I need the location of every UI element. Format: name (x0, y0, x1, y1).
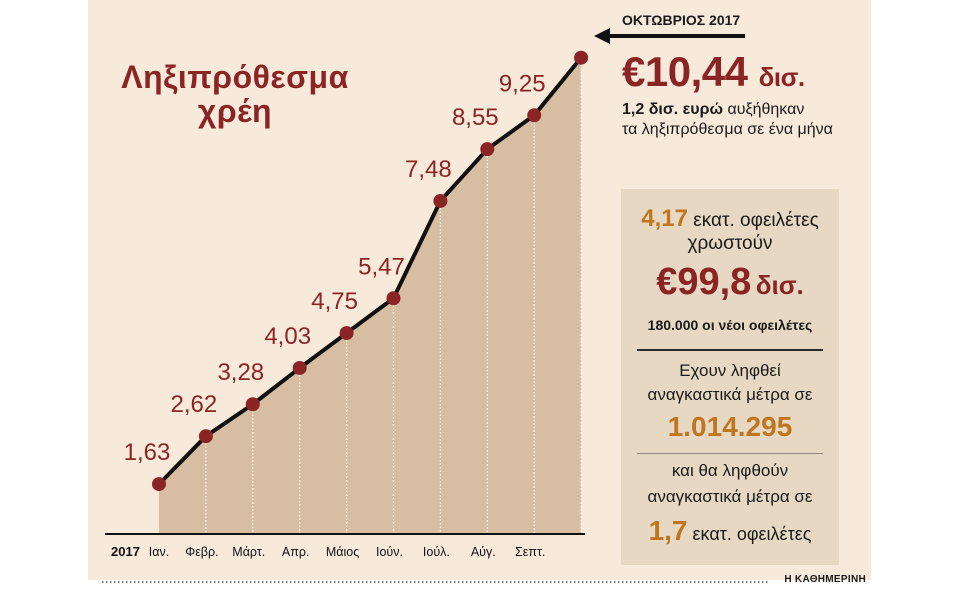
value-labels: 1,632,62 3,284,034,755,47 7,488,559,25 (124, 70, 546, 466)
data-point-marker (480, 142, 495, 157)
chart-title: Ληξιπρόθεσμα χρέη (121, 59, 349, 129)
value-label: 4,75 (311, 288, 358, 315)
value-label: 4,03 (264, 323, 311, 350)
drop-lines (205, 57, 582, 533)
value-label: 3,28 (217, 359, 264, 386)
panel-total: €99,8 δισ. (621, 261, 839, 304)
data-point-marker (245, 397, 260, 412)
panel-total-unit: δισ. (755, 270, 804, 300)
data-point-marker (574, 50, 589, 65)
panel-divider-1 (637, 349, 823, 351)
highlight-note-bold: 1,2 δισ. ευρώ (622, 101, 723, 118)
markers (152, 50, 589, 492)
x-tick-labels: Ιαν. Φεβρ. Μάρτ. Απρ. Μάιος Ιούν. Ιούλ. Αύγ. Σεπ… (149, 545, 546, 559)
panel-debtors-line: 4,17 εκατ. οφειλέτες (621, 205, 839, 233)
x-tick-label: Σεπτ. (515, 545, 545, 559)
data-point-marker (433, 193, 448, 208)
x-tick-label: Αύγ. (471, 545, 496, 559)
x-tick-label: Φεβρ. (185, 545, 218, 559)
panel-debtors-text: εκατ. οφειλέτες (693, 210, 819, 231)
value-label: 1,63 (124, 439, 171, 466)
panel-future-line2: αναγκαστικά μέτρα σε (647, 487, 813, 506)
value-label: 7,48 (405, 156, 452, 183)
value-label: 2,62 (171, 391, 218, 418)
highlight-note-line2: τα ληξιπρόθεσμα σε ένα μήνα (622, 121, 833, 138)
callout-arrowhead (594, 28, 610, 44)
info-panel: 4,17 εκατ. οφειλέτες χρωστούν €99,8 δισ.… (621, 189, 839, 565)
panel-future-unit: εκατ. οφειλέτες (692, 524, 812, 544)
highlight-value-number: €10,44 (622, 48, 748, 95)
data-point-marker (292, 360, 307, 375)
data-point-marker (527, 108, 542, 123)
data-point-marker (152, 477, 166, 492)
value-label: 5,47 (358, 253, 405, 280)
panel-taken-line1: Εχουν ληφθεί (679, 361, 781, 380)
panel-owe-text: χρωστούν (687, 233, 773, 254)
highlight-value: €10,44 δισ. (622, 48, 805, 96)
highlight-value-unit: δισ. (758, 62, 806, 92)
year-label: 2017 (111, 544, 140, 559)
x-tick-label: Μάιος (326, 545, 359, 559)
panel-taken-value: 1.014.295 (667, 411, 793, 442)
x-tick-label: Ιούν. (376, 545, 403, 559)
panel-future-value-line: 1,7 εκατ. οφειλέτες (621, 515, 839, 547)
highlight-note-rest: αυξήθηκαν (723, 101, 805, 118)
panel-taken-line2: αναγκαστικά μέτρα σε (647, 385, 813, 404)
highlight-note: 1,2 δισ. ευρώ αυξήθηκαν τα ληξιπρόθεσμα … (622, 100, 833, 140)
value-label: 8,55 (452, 104, 499, 131)
panel-new-debtors: 180.000 οι νέοι οφειλέτες (647, 317, 813, 333)
panel-future-value: 1,7 (648, 515, 688, 546)
value-label: 9,25 (499, 70, 546, 97)
panel-divider-2 (637, 453, 823, 454)
data-point-marker (198, 429, 213, 444)
x-tick-label: Ιούλ. (423, 545, 450, 559)
x-tick-label: Ιαν. (149, 545, 169, 559)
panel-total-value: €99,8 (656, 261, 752, 303)
area-fill (159, 57, 582, 533)
panel-debtors-count: 4,17 (641, 205, 688, 232)
source-credit: Η ΚΑΘΗΜΕΡΙΝΗ (784, 574, 866, 585)
panel-future-line1: και θα ληφθούν (671, 461, 789, 480)
x-tick-label: Μάρτ. (232, 545, 265, 559)
x-tick-label: Απρ. (282, 545, 310, 559)
series-line (157, 56, 583, 486)
highlight-month-label: ΟΚΤΩΒΡΙΟΣ 2017 (622, 12, 741, 28)
data-point-marker (339, 326, 354, 341)
data-point-marker (386, 291, 401, 306)
